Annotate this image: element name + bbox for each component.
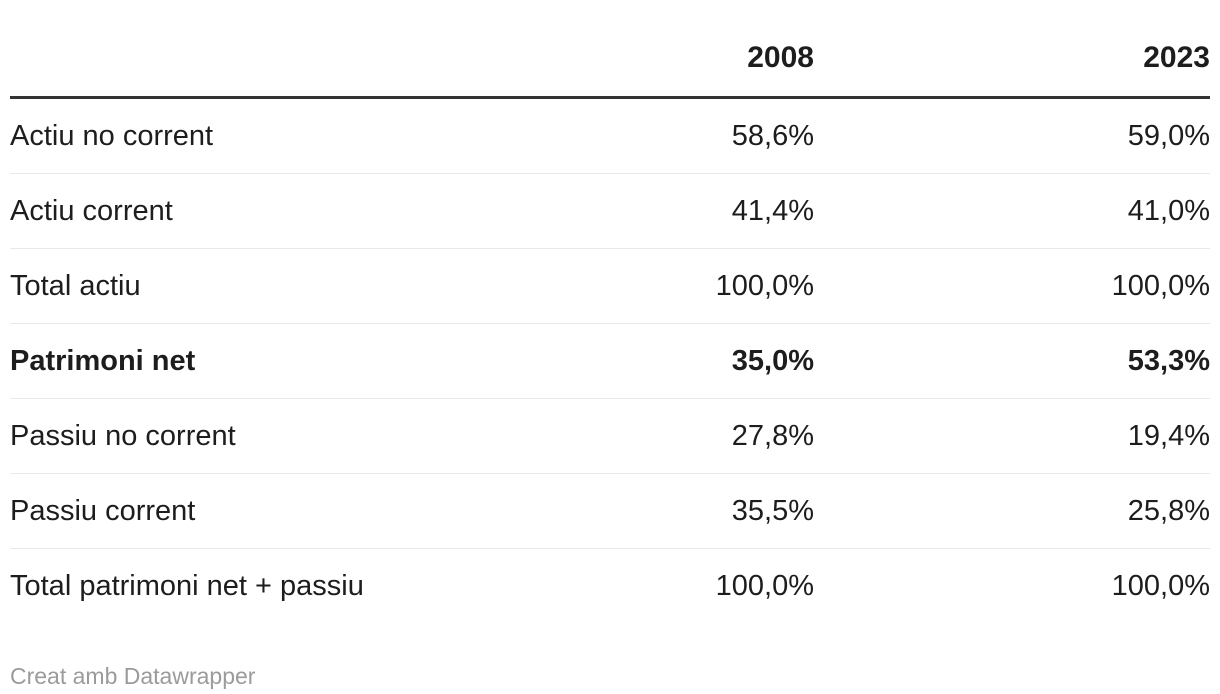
value-cell-2008: 100,0% (418, 248, 814, 324)
table-row: Actiu corrent 41,4% 41,0% (10, 173, 1210, 249)
row-label: Total actiu (10, 248, 418, 324)
value-cell-2023: 100,0% (814, 248, 1210, 324)
value-cell-2008: 41,4% (418, 173, 814, 249)
value-cell-2023: 100,0% (1111, 570, 1210, 602)
value-cell-2023: 53,3% (814, 323, 1210, 399)
value-cell-2008: 35,5% (418, 473, 814, 549)
value-cell-2008: 35,0% (418, 323, 814, 399)
column-header-empty (10, 40, 418, 99)
column-header-2023: 2023 (814, 40, 1210, 99)
row-label: Actiu no corrent (10, 97, 418, 174)
table-row: Total patrimoni net + passiu 100,0% 100,… (10, 549, 1210, 624)
table-row: Passiu corrent 35,5% 25,8% (10, 473, 1210, 549)
value-cell-2023: 41,0% (814, 173, 1210, 249)
value-cell-2008: 27,8% (418, 398, 814, 474)
value-cell-2023: 25,8% (814, 473, 1210, 549)
column-header-2008: 2008 (418, 40, 814, 99)
row-label: Passiu corrent (10, 473, 418, 549)
row-label: Passiu no corrent (10, 398, 418, 474)
row-label: Actiu corrent (10, 173, 418, 249)
table-header-row: 2008 2023 (10, 40, 1210, 99)
value-cell-2023: 59,0% (814, 97, 1210, 174)
data-table: 2008 2023 Actiu no corrent 58,6% 59,0% A… (10, 40, 1210, 623)
table-row: Passiu no corrent 27,8% 19,4% (10, 398, 1210, 474)
datawrapper-attribution-link[interactable]: Creat amb Datawrapper (10, 663, 256, 689)
row-label: Patrimoni net (10, 323, 418, 399)
value-cell-2023: 19,4% (814, 398, 1210, 474)
value-cell-2008: 58,6% (418, 97, 814, 174)
table-row: Actiu no corrent 58,6% 59,0% (10, 97, 1210, 174)
row-label: Total patrimoni net + passiu (10, 570, 364, 602)
table-row: Total actiu 100,0% 100,0% (10, 248, 1210, 324)
table-row-patrimoni-net: Patrimoni net 35,0% 53,3% (10, 323, 1210, 399)
value-cell-2008: 100,0% (715, 570, 814, 602)
